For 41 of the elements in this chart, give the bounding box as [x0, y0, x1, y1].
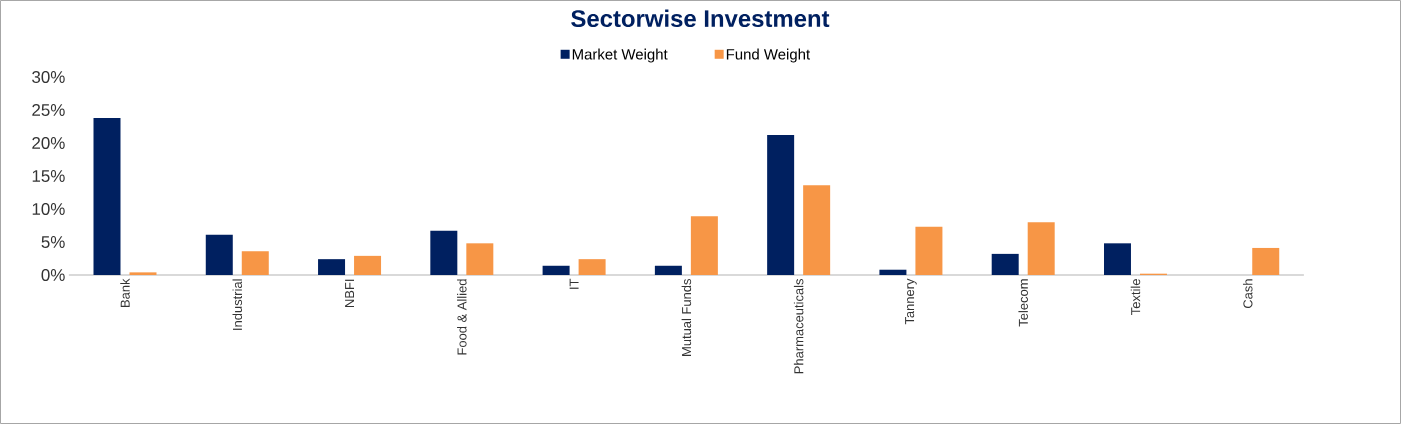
x-tick-label: Industrial	[232, 279, 243, 330]
bar	[318, 259, 346, 275]
bar	[430, 230, 458, 275]
bar	[129, 272, 157, 275]
y-tick-label: 25%	[32, 104, 65, 116]
x-tick-label: Food & Allied	[457, 279, 467, 355]
x-tick-label: Tannery	[905, 278, 917, 325]
x-tick-label: Telecom	[1018, 279, 1028, 327]
bar	[354, 255, 382, 275]
x-tick-label: Textile	[1130, 279, 1141, 315]
bar	[542, 265, 570, 275]
bar	[578, 259, 606, 275]
bar	[466, 243, 494, 275]
bar	[690, 216, 718, 275]
legend-label: Market Weight	[572, 48, 668, 63]
x-tick-label: IT	[569, 278, 579, 289]
x-tick-label: Mutual Funds	[681, 279, 692, 356]
legend-label: Fund Weight	[726, 48, 811, 63]
x-tick-label: Cash	[1242, 279, 1253, 309]
x-tick-label: Bank	[120, 278, 130, 307]
bar	[879, 269, 907, 275]
y-tick-label: 30%	[32, 71, 65, 83]
bar	[1103, 243, 1131, 275]
bar	[915, 226, 943, 275]
chart-title: Sectorwise Investment	[571, 9, 830, 28]
y-tick-label: 10%	[32, 203, 65, 215]
bar	[767, 135, 795, 275]
x-tick-label: Pharmaceuticals	[793, 279, 804, 374]
bar	[205, 234, 233, 275]
bar	[93, 117, 121, 275]
bar	[654, 265, 682, 275]
bar	[1252, 247, 1280, 275]
bar	[241, 251, 269, 275]
bar	[1027, 222, 1055, 275]
y-tick-label: 15%	[32, 170, 65, 182]
y-tick-label: 20%	[32, 137, 65, 149]
bar	[803, 185, 831, 275]
x-tick-label: NBFI	[345, 279, 355, 307]
y-tick-label: 0%	[41, 269, 65, 281]
y-tick-label: 5%	[41, 236, 65, 248]
bar	[991, 253, 1019, 275]
